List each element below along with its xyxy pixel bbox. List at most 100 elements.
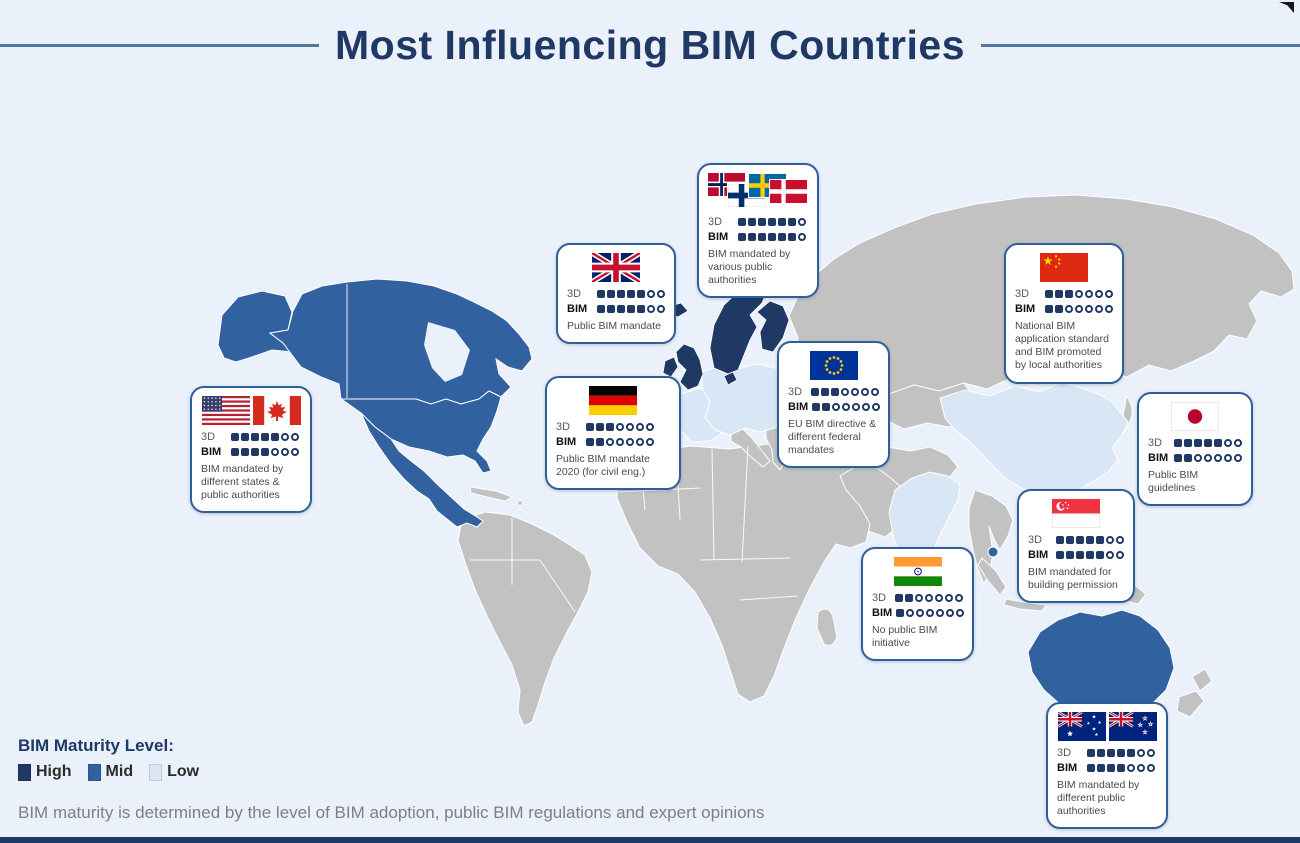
map-caribbean: [469, 486, 514, 502]
maturity-row-bim: BIM: [788, 401, 881, 413]
bim-dots: [597, 305, 665, 313]
empty-maturity-dot: [798, 218, 806, 226]
card-description: Public BIM guidelines: [1148, 469, 1199, 495]
3d-label: 3D: [708, 216, 723, 228]
uk-flag: [592, 253, 640, 282]
3d-label: 3D: [1148, 437, 1163, 449]
filled-maturity-dot: [637, 305, 645, 313]
empty-maturity-dot: [956, 609, 965, 617]
flag-row: [1148, 402, 1242, 431]
3d-dots: [1174, 439, 1242, 447]
filled-maturity-dot: [1087, 764, 1095, 772]
filled-maturity-dot: [896, 609, 905, 617]
legend-heading: BIM Maturity Level:: [18, 736, 174, 755]
empty-maturity-dot: [1224, 454, 1232, 462]
maturity-row-bim: BIM: [1015, 303, 1113, 315]
bim-label: BIM: [1015, 303, 1036, 315]
card-description: BIM mandated by different public authori…: [1057, 779, 1140, 818]
bim-label: BIM: [1148, 452, 1169, 464]
empty-maturity-dot: [916, 609, 925, 617]
country-card-india: 3D BIM No public BIM initiative: [861, 547, 974, 662]
3d-dots: [1045, 290, 1113, 298]
map-italy: [730, 426, 771, 468]
country-card-singapore: 3D BIM BIM mandated for building permiss…: [1017, 489, 1135, 604]
card-description: BIM mandated by different states & publi…: [201, 463, 284, 502]
map-australia: [1027, 609, 1175, 717]
filled-maturity-dot: [738, 218, 746, 226]
empty-maturity-dot: [841, 388, 849, 396]
3d-dots: [597, 290, 665, 298]
filled-maturity-dot: [1076, 551, 1084, 559]
legend-item-high: High: [18, 763, 72, 781]
maturity-row-bim: BIM: [1028, 549, 1124, 561]
empty-maturity-dot: [647, 305, 655, 313]
3d-label: 3D: [872, 592, 887, 604]
maturity-row-bim: BIM: [1057, 762, 1157, 774]
empty-maturity-dot: [281, 448, 289, 456]
empty-maturity-dot: [646, 423, 654, 431]
filled-maturity-dot: [1184, 439, 1192, 447]
empty-maturity-dot: [1085, 290, 1093, 298]
flag-row: [556, 386, 670, 415]
filled-maturity-dot: [251, 448, 259, 456]
china-flag: [1040, 253, 1088, 282]
map-mexico-central-america: [360, 412, 484, 528]
filled-maturity-dot: [1066, 551, 1074, 559]
maturity-row-bim: BIM: [1148, 452, 1242, 464]
filled-maturity-dot: [1174, 439, 1182, 447]
low-swatch: [149, 763, 163, 781]
maturity-row-bim: BIM: [567, 303, 665, 315]
filled-maturity-dot: [811, 388, 819, 396]
filled-maturity-dot: [637, 290, 645, 298]
filled-maturity-dot: [251, 433, 259, 441]
flag-row: [201, 396, 301, 425]
title-row: Most Influencing BIM Countries: [0, 22, 1300, 69]
empty-maturity-dot: [852, 403, 861, 411]
empty-maturity-dot: [657, 290, 665, 298]
legend-label-mid: Mid: [105, 763, 134, 780]
card-description: National BIM application standard and BI…: [1015, 320, 1109, 372]
country-card-nordics: 3D BIM BIM mandated by various public au…: [697, 163, 819, 299]
filled-maturity-dot: [1117, 764, 1125, 772]
maturity-row-3d: 3D: [872, 592, 963, 604]
empty-maturity-dot: [798, 233, 806, 241]
empty-maturity-dot: [271, 448, 279, 456]
country-card-uk: 3D BIM Public BIM mandate: [556, 243, 676, 345]
bim-label: BIM: [872, 607, 893, 619]
filled-maturity-dot: [1214, 439, 1222, 447]
country-card-australia-nz: 3D BIM BIM mandated by different public …: [1046, 702, 1168, 830]
empty-maturity-dot: [606, 438, 614, 446]
empty-maturity-dot: [1106, 551, 1114, 559]
bim-dots: [1087, 764, 1155, 772]
filled-maturity-dot: [597, 290, 605, 298]
filled-maturity-dot: [597, 305, 605, 313]
legend-label-low: Low: [167, 763, 200, 780]
filled-maturity-dot: [1107, 749, 1115, 757]
empty-maturity-dot: [1095, 290, 1103, 298]
maturity-row-3d: 3D: [1015, 288, 1113, 300]
bim-label: BIM: [201, 446, 222, 458]
card-description: Public BIM mandate: [567, 320, 661, 332]
empty-maturity-dot: [1194, 454, 1202, 462]
map-new-zealand-south: [1176, 690, 1205, 718]
card-description: Public BIM mandate 2020 (for civil eng.): [556, 453, 650, 479]
country-card-eu: 3D BIM EU BIM directive & different fede…: [777, 341, 890, 469]
empty-maturity-dot: [626, 423, 634, 431]
australia-flag: [1057, 712, 1106, 741]
filled-maturity-dot: [617, 290, 625, 298]
bim-label: BIM: [788, 401, 809, 413]
filled-maturity-dot: [748, 218, 756, 226]
empty-maturity-dot: [636, 438, 644, 446]
empty-maturity-dot: [616, 438, 624, 446]
map-norway-sweden: [709, 284, 769, 375]
bim-label: BIM: [1057, 762, 1078, 774]
title-line-left: [0, 44, 320, 47]
filled-maturity-dot: [617, 305, 625, 313]
filled-maturity-dot: [778, 233, 786, 241]
flag-row: [872, 557, 963, 586]
filled-maturity-dot: [788, 218, 796, 226]
3d-dots: [811, 388, 879, 396]
flag-row: [788, 351, 879, 380]
filled-maturity-dot: [768, 218, 776, 226]
maturity-row-bim: BIM: [872, 607, 965, 619]
